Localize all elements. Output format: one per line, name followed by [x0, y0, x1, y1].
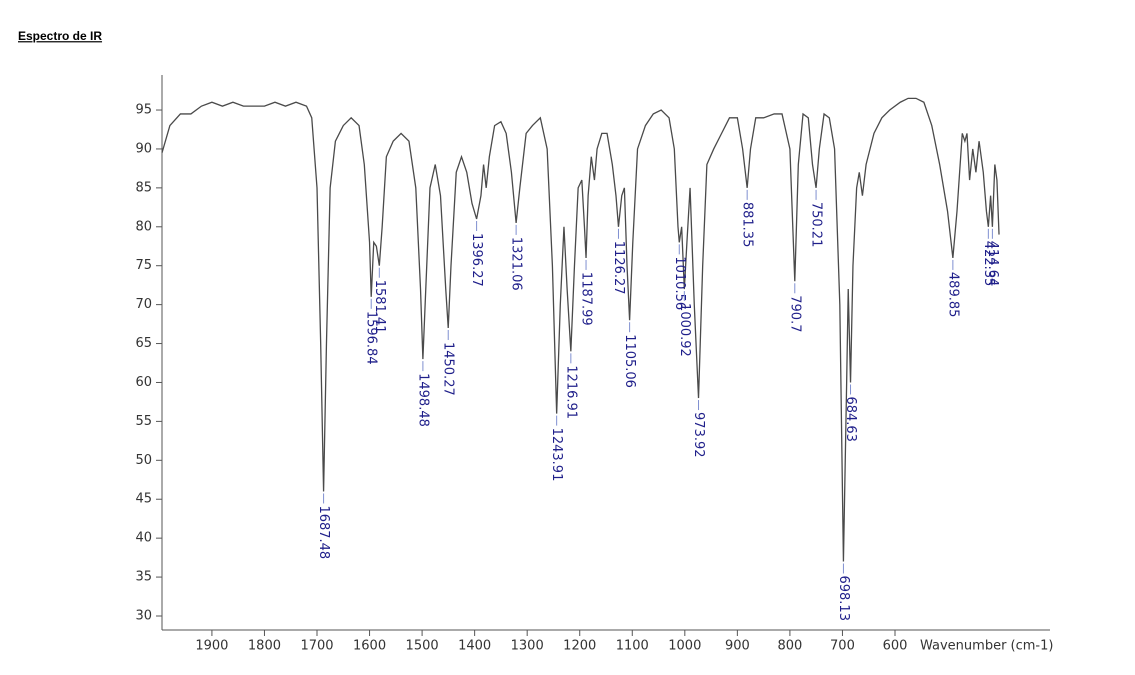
- peak-label: 684.63: [843, 396, 858, 442]
- y-tick-label: 90: [135, 141, 152, 156]
- peak-label: 1450.27: [441, 342, 456, 396]
- y-tick-label: 95: [135, 103, 152, 118]
- peak-label: 1498.48: [415, 373, 430, 427]
- x-tick-label: 600: [883, 639, 908, 654]
- peak-label: 1321.06: [509, 237, 524, 291]
- x-tick-label: 1700: [300, 639, 333, 654]
- peak-label: 1243.91: [549, 428, 564, 482]
- peak-label: 1687.48: [316, 505, 331, 559]
- y-tick-label: 40: [135, 531, 152, 546]
- x-tick-label: 1800: [248, 639, 281, 654]
- y-tick-label: 85: [135, 180, 152, 195]
- y-tick-label: 45: [135, 492, 152, 507]
- peak-label: 790.7: [787, 295, 802, 332]
- y-tick-label: 70: [135, 297, 152, 312]
- peak-label: 750.21: [809, 202, 824, 248]
- peak-label: 414.64: [985, 241, 1000, 287]
- x-tick-label: 1000: [668, 639, 701, 654]
- peak-label: 1581.41: [372, 280, 387, 334]
- spectrum-line: [161, 97, 1000, 562]
- y-tick-label: 35: [135, 570, 152, 585]
- x-tick-label: 1400: [458, 639, 491, 654]
- x-tick-label: 1500: [406, 639, 439, 654]
- peak-label: 1596.84: [364, 311, 379, 365]
- y-tick-label: 50: [135, 453, 152, 468]
- peak-label: 489.85: [945, 272, 960, 318]
- x-tick-label: 900: [725, 639, 750, 654]
- y-tick-label: 30: [135, 608, 152, 623]
- peak-label: 1105.06: [622, 334, 637, 388]
- x-tick-label: 1900: [195, 639, 228, 654]
- peak-label: 698.13: [836, 576, 851, 622]
- peak-label: 1010.56: [672, 256, 687, 310]
- peak-label: 973.92: [691, 412, 706, 458]
- y-tick-label: 65: [135, 336, 152, 351]
- peak-label: 1396.27: [469, 233, 484, 287]
- peak-label: 1000.92: [677, 303, 692, 357]
- page-title: Espectro de IR: [18, 29, 102, 43]
- peak-label: 1126.27: [611, 241, 626, 295]
- peak-label: 1187.99: [579, 272, 594, 326]
- x-tick-label: 700: [830, 639, 855, 654]
- y-tick-label: 75: [135, 258, 152, 273]
- x-tick-label: 800: [777, 639, 802, 654]
- x-tick-label: 1300: [511, 639, 544, 654]
- peak-label: 1216.91: [563, 365, 578, 419]
- x-axis-label: Wavenumber (cm-1): [920, 639, 1053, 654]
- x-tick-label: 1100: [616, 639, 649, 654]
- x-tick-label: 1600: [353, 639, 386, 654]
- peak-label: 422.35: [981, 241, 996, 286]
- y-tick-label: 80: [135, 219, 152, 234]
- x-tick-label: 1200: [563, 639, 596, 654]
- peak-label: 881.35: [740, 202, 755, 248]
- y-tick-label: 55: [135, 414, 152, 429]
- y-tick-label: 60: [135, 375, 152, 390]
